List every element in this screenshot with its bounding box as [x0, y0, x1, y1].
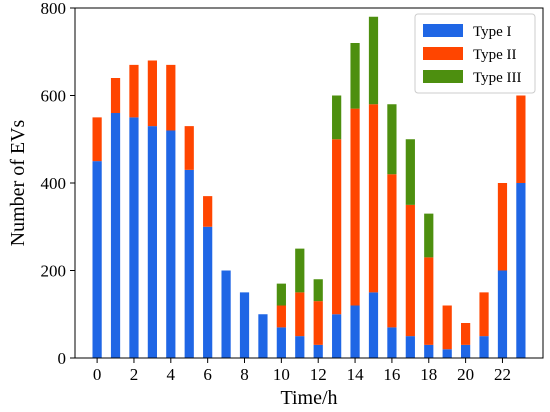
- bar-type-ii-hour-17: [405, 204, 415, 337]
- x-tick-label: 16: [383, 365, 400, 384]
- bar-type-ii-hour-5: [184, 126, 194, 170]
- x-axis-label: Time/h: [280, 387, 337, 409]
- legend-label: Type II: [473, 47, 517, 63]
- bar-type-ii-hour-16: [387, 174, 397, 328]
- bar-type-i-hour-20: [461, 344, 471, 358]
- bar-type-i-hour-1: [110, 113, 121, 358]
- legend-label: Type I: [473, 24, 512, 40]
- x-tick-label: 2: [130, 365, 139, 384]
- bar-type-ii-hour-2: [129, 64, 139, 118]
- x-tick-label: 4: [167, 365, 176, 384]
- bar-type-iii-hour-17: [405, 139, 415, 205]
- bar-type-ii-hour-18: [424, 257, 434, 345]
- legend-swatch-type-i: [423, 24, 463, 37]
- bar-type-i-hour-19: [442, 349, 452, 358]
- bar-type-ii-hour-10: [276, 305, 286, 328]
- bar-type-ii-hour-21: [479, 292, 489, 337]
- bar-type-i-hour-16: [387, 327, 397, 358]
- bar-type-ii-hour-6: [203, 196, 213, 227]
- bars-layer: [92, 16, 526, 358]
- bar-type-i-hour-23: [516, 183, 526, 358]
- x-tick-label: 6: [203, 365, 212, 384]
- x-tick-label: 10: [273, 365, 290, 384]
- bar-type-ii-hour-22: [497, 183, 508, 271]
- bar-type-ii-hour-12: [313, 301, 323, 345]
- bar-type-ii-hour-4: [166, 64, 176, 131]
- bar-type-ii-hour-11: [295, 292, 305, 337]
- y-axis-ticks: 0 200 400 600 800: [41, 0, 75, 368]
- bar-type-i-hour-6: [203, 226, 213, 358]
- x-tick-label: 22: [494, 365, 511, 384]
- x-tick-label: 14: [347, 365, 365, 384]
- bar-type-i-hour-7: [221, 270, 231, 358]
- bar-type-i-hour-13: [332, 314, 342, 358]
- legend: Type I Type II Type III: [414, 13, 536, 94]
- y-tick-label: 600: [41, 87, 67, 106]
- bar-type-i-hour-0: [92, 161, 102, 358]
- bar-type-ii-hour-0: [92, 117, 102, 162]
- bar-type-i-hour-12: [313, 344, 323, 358]
- y-tick-label: 200: [41, 262, 67, 281]
- bar-type-ii-hour-14: [350, 108, 360, 306]
- bar-type-i-hour-5: [184, 169, 194, 358]
- bar-type-i-hour-4: [166, 130, 176, 358]
- bar-type-i-hour-15: [368, 292, 379, 358]
- bar-type-i-hour-11: [295, 336, 305, 358]
- bar-type-i-hour-17: [405, 336, 415, 358]
- legend-swatch-type-ii: [423, 47, 463, 60]
- bar-type-ii-hour-13: [332, 139, 342, 315]
- bar-type-iii-hour-18: [424, 213, 434, 258]
- bar-type-iii-hour-15: [368, 16, 379, 105]
- bar-type-i-hour-14: [350, 305, 360, 358]
- bar-type-ii-hour-20: [461, 323, 471, 345]
- y-tick-label: 800: [41, 0, 67, 18]
- legend-label: Type III: [473, 70, 522, 86]
- x-tick-label: 18: [420, 365, 437, 384]
- bar-type-i-hour-9: [258, 314, 268, 358]
- bar-type-i-hour-8: [239, 292, 250, 358]
- x-tick-label: 0: [93, 365, 102, 384]
- bar-type-i-hour-21: [479, 336, 489, 358]
- bar-type-i-hour-2: [129, 117, 139, 358]
- bar-type-iii-hour-10: [276, 283, 286, 306]
- legend-swatch-type-iii: [423, 70, 463, 83]
- x-tick-label: 8: [240, 365, 249, 384]
- x-tick-label: 20: [457, 365, 474, 384]
- y-tick-label: 400: [41, 174, 67, 193]
- bar-type-iii-hour-13: [332, 95, 342, 140]
- bar-type-i-hour-10: [276, 327, 286, 358]
- bar-type-ii-hour-19: [442, 305, 452, 350]
- y-tick-label: 0: [58, 349, 67, 368]
- bar-type-ii-hour-23: [516, 95, 526, 183]
- x-tick-label: 12: [310, 365, 327, 384]
- bar-type-iii-hour-16: [387, 104, 397, 175]
- y-axis-label: Number of EVs: [7, 119, 29, 246]
- bar-type-ii-hour-3: [147, 60, 157, 127]
- bar-type-i-hour-22: [497, 270, 508, 358]
- bar-type-i-hour-18: [424, 344, 434, 358]
- bar-type-iii-hour-11: [295, 248, 305, 293]
- bar-type-ii-hour-15: [368, 104, 379, 293]
- x-axis-ticks: 0 2 4 6 8 10 12 14 16 18 20 22: [93, 358, 511, 384]
- bar-type-ii-hour-1: [110, 78, 121, 113]
- bar-type-iii-hour-12: [313, 279, 323, 302]
- bar-type-iii-hour-14: [350, 43, 360, 109]
- bar-type-i-hour-3: [147, 126, 157, 358]
